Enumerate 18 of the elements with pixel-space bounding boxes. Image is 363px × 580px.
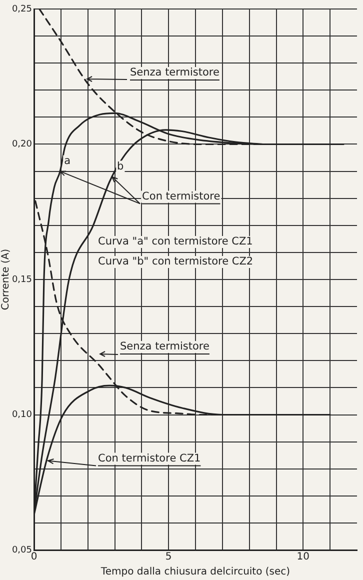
x-axis-title: Tempo dalla chiusura delcircuito (sec) — [100, 566, 290, 578]
y-tick-label: 0,20 — [12, 140, 32, 150]
y-tick-label: 0,25 — [12, 4, 32, 14]
annotation: Con termistore — [142, 190, 220, 202]
y-tick-label: 0,15 — [12, 274, 32, 285]
annotation: b — [117, 160, 124, 172]
annotation: Senza termistore — [130, 66, 220, 79]
y-tick-label: 0,05 — [12, 545, 32, 556]
annotation: Curva "b" con termistore CZ2 — [98, 256, 254, 268]
x-tick-label: 0 — [30, 552, 38, 563]
y-tick-label: 0,10 — [12, 410, 32, 420]
annotation: a — [64, 155, 71, 168]
x-tick-label: 5 — [165, 552, 172, 563]
annotation: Senza termistore — [120, 340, 210, 353]
annotation: Con termistore CZ1 — [98, 452, 201, 464]
x-tick-label: 10 — [296, 552, 310, 563]
y-axis-title: Corrente (A) — [0, 248, 12, 310]
annotation: Curva "a" con termistore CZ1 — [98, 236, 253, 248]
